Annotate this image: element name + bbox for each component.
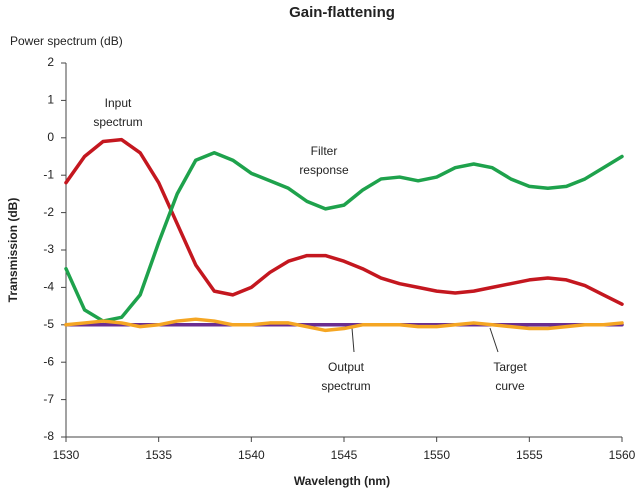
- y-tick-label: -8: [43, 429, 54, 443]
- y-tick-label: -5: [43, 317, 54, 331]
- annotation: Output: [328, 360, 365, 374]
- x-tick-label: 1530: [53, 448, 80, 462]
- annotation: Target: [493, 360, 527, 374]
- annotation: Input: [105, 96, 132, 110]
- annotation: curve: [495, 379, 525, 393]
- y-tick-label: 1: [47, 93, 54, 107]
- x-tick-label: 1535: [145, 448, 172, 462]
- annotation: spectrum: [321, 379, 370, 393]
- y-tick-label: -6: [43, 354, 54, 368]
- y-tick-label: 2: [47, 55, 54, 69]
- series-line: [64, 151, 624, 323]
- x-tick-label: 1550: [423, 448, 450, 462]
- y-axis-label: Transmission (dB): [6, 198, 20, 303]
- y-tick-label: 0: [47, 130, 54, 144]
- pointer: [351, 327, 355, 353]
- x-tick-label: 1555: [516, 448, 543, 462]
- series-line: [64, 317, 624, 333]
- y-tick-label: -2: [43, 205, 54, 219]
- y-tick-label: -4: [43, 280, 54, 294]
- annotation: Filter: [311, 144, 338, 158]
- annotation: spectrum: [93, 115, 142, 129]
- series-line: [64, 137, 624, 306]
- x-tick-label: 1545: [331, 448, 358, 462]
- y-tick-label: -1: [43, 167, 54, 181]
- x-tick-label: 1540: [238, 448, 265, 462]
- annotation: response: [299, 163, 349, 177]
- x-axis-label: Wavelength (nm): [294, 474, 390, 488]
- y-tick-label: -7: [43, 392, 54, 406]
- chart-subtitle: Power spectrum (dB): [10, 34, 123, 48]
- x-tick-label: 1560: [609, 448, 636, 462]
- chart-title: Gain-flattening: [289, 4, 395, 21]
- pointer: [489, 327, 499, 353]
- y-tick-label: -3: [43, 242, 54, 256]
